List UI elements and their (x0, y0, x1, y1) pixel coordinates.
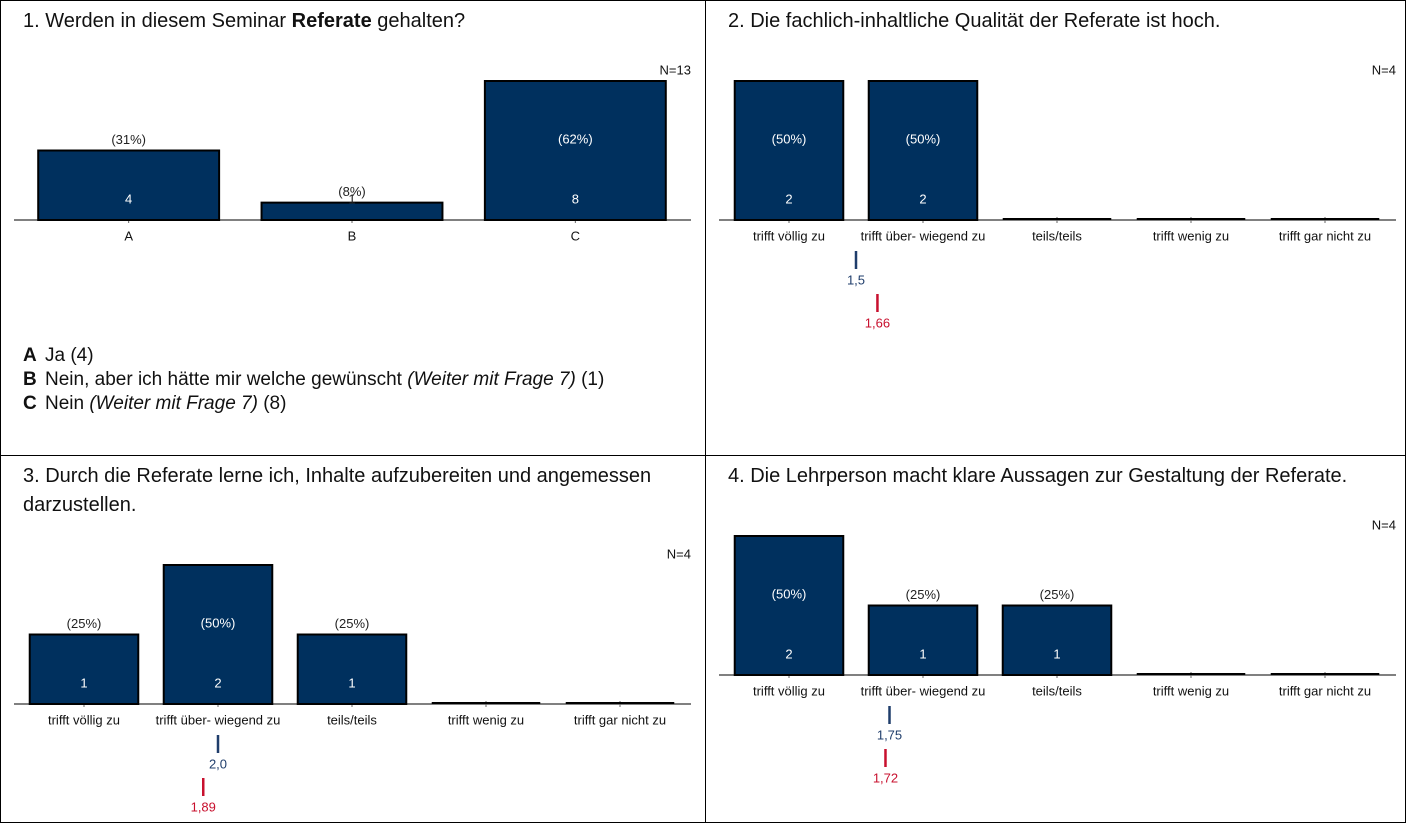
count-label: 4 (125, 191, 132, 206)
category-label: trifft gar nicht zu (574, 712, 666, 727)
question-title: 4. Die Lehrperson macht klare Aussagen z… (728, 465, 1348, 487)
count-label: 1 (80, 675, 87, 690)
answer-text: Ja (4) (45, 345, 94, 366)
category-label: trifft gar nicht zu (1279, 228, 1371, 243)
answer: B Nein, aber ich hätte mir welche gewünsc… (23, 368, 663, 392)
bar (733, 80, 845, 221)
mean-label: 1,5 (847, 272, 865, 287)
count-label: 2 (214, 675, 221, 690)
chart: N=4 trifft völlig zu (50%) 2 trifft über- wi… (719, 517, 1396, 785)
bar (867, 80, 979, 221)
percent-label: (25%) (906, 587, 941, 602)
mean-label: 1,72 (873, 770, 898, 785)
mean-label: 1,89 (191, 799, 216, 814)
count-label: 8 (572, 191, 579, 206)
category-label: trifft gar nicht zu (1279, 683, 1371, 698)
category-label: trifft wenig zu (1153, 683, 1229, 698)
n-label: N=4 (1372, 62, 1396, 77)
panel: 1. Werden in diesem Seminar Referate geh… (0, 0, 706, 456)
answer-count: (8) (263, 393, 287, 414)
bar (296, 633, 408, 705)
category-label: trifft über- wiegend zu (156, 712, 281, 727)
title-part: gehalten? (371, 10, 466, 32)
answer-note: (Weiter mit Frage 7) (89, 393, 258, 414)
answer: A Ja (4) (23, 344, 663, 368)
bar (1001, 604, 1113, 676)
count-label: 2 (785, 191, 792, 206)
category-label: trifft wenig zu (1153, 228, 1229, 243)
category-label: trifft völlig zu (753, 228, 825, 243)
bar (483, 80, 667, 221)
percent-label: (50%) (201, 615, 236, 630)
category-label: trifft völlig zu (753, 683, 825, 698)
n-label: N=13 (660, 62, 691, 77)
mean-label: 2,0 (209, 756, 227, 771)
percent-label: (50%) (906, 131, 941, 146)
category-label: trifft über- wiegend zu (861, 683, 986, 698)
panel: 4. Die Lehrperson macht klare Aussagen z… (705, 455, 1406, 823)
category-label: B (348, 228, 357, 243)
mean-label: 1,66 (865, 315, 890, 330)
answer-text: Nein (45, 393, 85, 414)
percent-label: (25%) (335, 616, 370, 631)
n-label: N=4 (1372, 517, 1396, 532)
answer-key: A (23, 345, 37, 366)
chart: N=4 trifft völlig zu (50%) 2 trifft über- wi… (719, 62, 1396, 330)
percent-label: (25%) (67, 616, 102, 631)
answer: C Nein (Weiter mit Frage 7) (8) (23, 392, 663, 416)
bar (162, 564, 274, 705)
answer-note: (Weiter mit Frage 7) (407, 369, 576, 390)
bar (37, 149, 221, 221)
answer-key: C (23, 393, 37, 414)
percent-label: (31%) (111, 132, 146, 147)
mean-label: 1,75 (877, 727, 902, 742)
bar (867, 604, 979, 676)
panel: 2. Die fachlich-inhaltliche Qualität der… (705, 0, 1406, 456)
bar (260, 201, 444, 221)
category-label: C (571, 228, 580, 243)
percent-label: (50%) (772, 586, 807, 601)
bar (733, 535, 845, 676)
category-label: A (124, 228, 133, 243)
count-label: 1 (348, 191, 355, 206)
count-label: 1 (348, 675, 355, 690)
answer-list: A Ja (4) B Nein, aber ich hätte mir welche… (23, 344, 663, 416)
question-title: 3. Durch die Referate lerne ich, Inhalte… (23, 465, 652, 516)
title-part: 1. Werden in diesem Seminar (23, 10, 292, 32)
answer-text: Nein, aber ich hätte mir welche gewünsch… (45, 369, 402, 390)
chart: N=13 A (31%) 4 B (8%)1 C (62%) 8 (14, 62, 691, 243)
percent-label: (50%) (772, 131, 807, 146)
answer-key: B (23, 369, 37, 390)
category-label: teils/teils (1032, 683, 1082, 698)
category-label: trifft völlig zu (48, 712, 120, 727)
n-label: N=4 (667, 546, 691, 561)
title-part: Referate (291, 10, 372, 32)
category-label: trifft wenig zu (448, 712, 524, 727)
answer-count: (1) (581, 369, 605, 390)
percent-label: (62%) (558, 131, 593, 146)
panel: 3. Durch die Referate lerne ich, Inhalte… (0, 455, 706, 823)
count-label: 2 (785, 646, 792, 661)
question-title: 2. Die fachlich-inhaltliche Qualität der… (728, 10, 1221, 32)
question-title: 1. Werden in diesem Seminar Referate geh… (1, 1, 703, 36)
percent-label: (8%) (338, 184, 365, 199)
count-label: 2 (919, 191, 926, 206)
category-label: trifft über- wiegend zu (861, 228, 986, 243)
category-label: teils/teils (327, 712, 377, 727)
chart: N=4 trifft völlig zu (25%) 1 trifft über- wi… (14, 546, 691, 814)
count-label: 1 (919, 646, 926, 661)
count-label: 1 (1053, 646, 1060, 661)
bar (28, 633, 140, 705)
percent-label: (25%) (1040, 587, 1075, 602)
category-label: teils/teils (1032, 228, 1082, 243)
